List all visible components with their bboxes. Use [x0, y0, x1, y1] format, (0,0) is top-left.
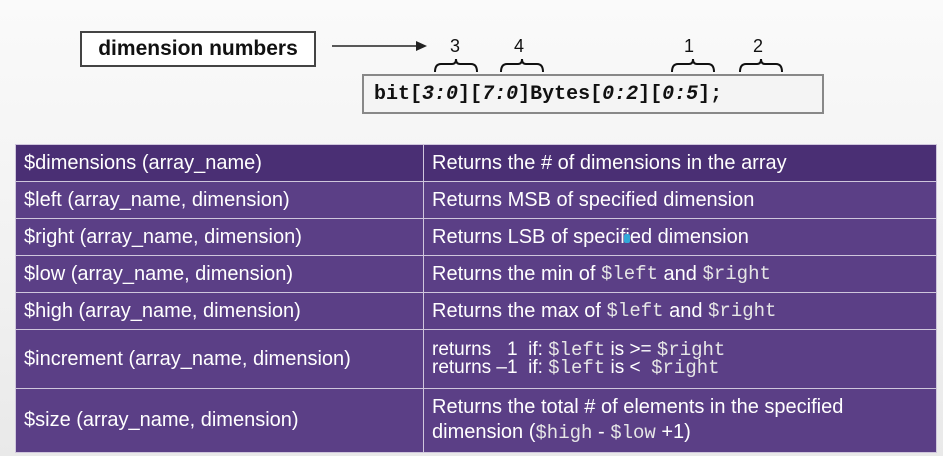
- brace-icon: [500, 58, 544, 73]
- description-text: Returns the total # of elements in the s…: [432, 396, 844, 418]
- code-bracket: [: [590, 82, 603, 106]
- brace-icon: [739, 58, 783, 73]
- function-cell: $right (array_name, dimension): [16, 219, 424, 255]
- code-range-dim1: 0:2: [602, 82, 639, 106]
- description-cell: Returns MSB of specified dimension: [424, 182, 937, 218]
- code-text: $left: [606, 300, 664, 322]
- description-text: Returns the max of: [432, 299, 607, 322]
- code-text: $high: [535, 422, 593, 444]
- description-text: and: [663, 299, 709, 322]
- description-text: and: [657, 262, 703, 285]
- description-text: is <: [605, 357, 652, 378]
- brace-icon: [434, 58, 478, 73]
- table-row: $left (array_name, dimension) Returns MS…: [16, 182, 937, 219]
- function-cell: $increment (array_name, dimension): [16, 330, 424, 388]
- dimension-number-3: 3: [450, 36, 461, 56]
- description-cell: Returns the min of $left and $right: [424, 256, 937, 292]
- table-row: $dimensions (array_name) Returns the # o…: [16, 145, 937, 182]
- description-text: returns 1 if:: [432, 339, 549, 360]
- description-text: +1): [655, 421, 691, 443]
- code-text: $left: [600, 263, 658, 285]
- code-text: $right: [702, 263, 771, 285]
- function-cell: $size (array_name, dimension): [16, 389, 424, 452]
- code-text: $right: [656, 339, 726, 361]
- code-bracket: ][: [458, 82, 483, 106]
- mouse-cursor-icon: [624, 234, 630, 243]
- code-text: $right: [651, 357, 720, 379]
- table-row: $high (array_name, dimension) Returns th…: [16, 293, 937, 330]
- table-row: $size (array_name, dimension) Returns th…: [16, 389, 937, 453]
- code-text: $left: [548, 339, 606, 361]
- code-bracket: ][: [638, 82, 663, 106]
- code-text: $left: [548, 357, 606, 379]
- description-cell: Returns the # of dimensions in the array: [424, 145, 937, 181]
- description-cell: Returns the max of $left and $right: [424, 293, 937, 329]
- description-text: -: [592, 421, 611, 443]
- function-cell: $dimensions (array_name): [16, 145, 424, 181]
- description-cell: Returns LSB of specified dimension: [424, 219, 937, 255]
- brace-icon: [671, 58, 715, 73]
- table-row: $increment (array_name, dimension) retur…: [16, 330, 937, 389]
- code-text: $right: [708, 300, 777, 322]
- dimension-number-4: 4: [514, 36, 525, 56]
- code-bracket: ]: [518, 82, 531, 106]
- dimension-number-2: 2: [753, 36, 764, 56]
- table-row: $low (array_name, dimension) Returns the…: [16, 256, 937, 293]
- array-query-functions-table: $dimensions (array_name) Returns the # o…: [15, 144, 937, 453]
- code-text: $low: [610, 422, 656, 444]
- increment-description: returns 1 if: $left is >= $right returns…: [432, 339, 726, 379]
- description-text: returns –1 if:: [432, 357, 549, 378]
- function-cell: $high (array_name, dimension): [16, 293, 424, 329]
- description-text: Returns the min of: [432, 262, 601, 285]
- description-cell: returns 1 if: $left is >= $right returns…: [424, 330, 937, 388]
- table-row: $right (array_name, dimension) Returns L…: [16, 219, 937, 256]
- code-range-dim3: 3:0: [422, 82, 459, 106]
- code-range-dim4: 7:0: [482, 82, 519, 106]
- function-cell: $left (array_name, dimension): [16, 182, 424, 218]
- function-cell: $low (array_name, dimension): [16, 256, 424, 292]
- description-text: dimension (: [432, 421, 536, 443]
- code-bracket: ];: [698, 82, 723, 106]
- description-text: is >=: [605, 339, 657, 360]
- array-declaration-code: bit [3:0][7:0] Bytes [0:2][0:5];: [362, 74, 824, 114]
- code-range-dim2: 0:5: [662, 82, 699, 106]
- arrow-right-icon: [332, 41, 427, 51]
- dimension-numbers-label: dimension numbers: [80, 31, 316, 67]
- code-keyword: bit: [374, 82, 411, 106]
- code-bracket: [: [410, 82, 423, 106]
- description-cell: Returns the total # of elements in the s…: [424, 389, 937, 452]
- dimension-number-1: 1: [684, 36, 695, 56]
- code-array-name: Bytes: [530, 82, 591, 106]
